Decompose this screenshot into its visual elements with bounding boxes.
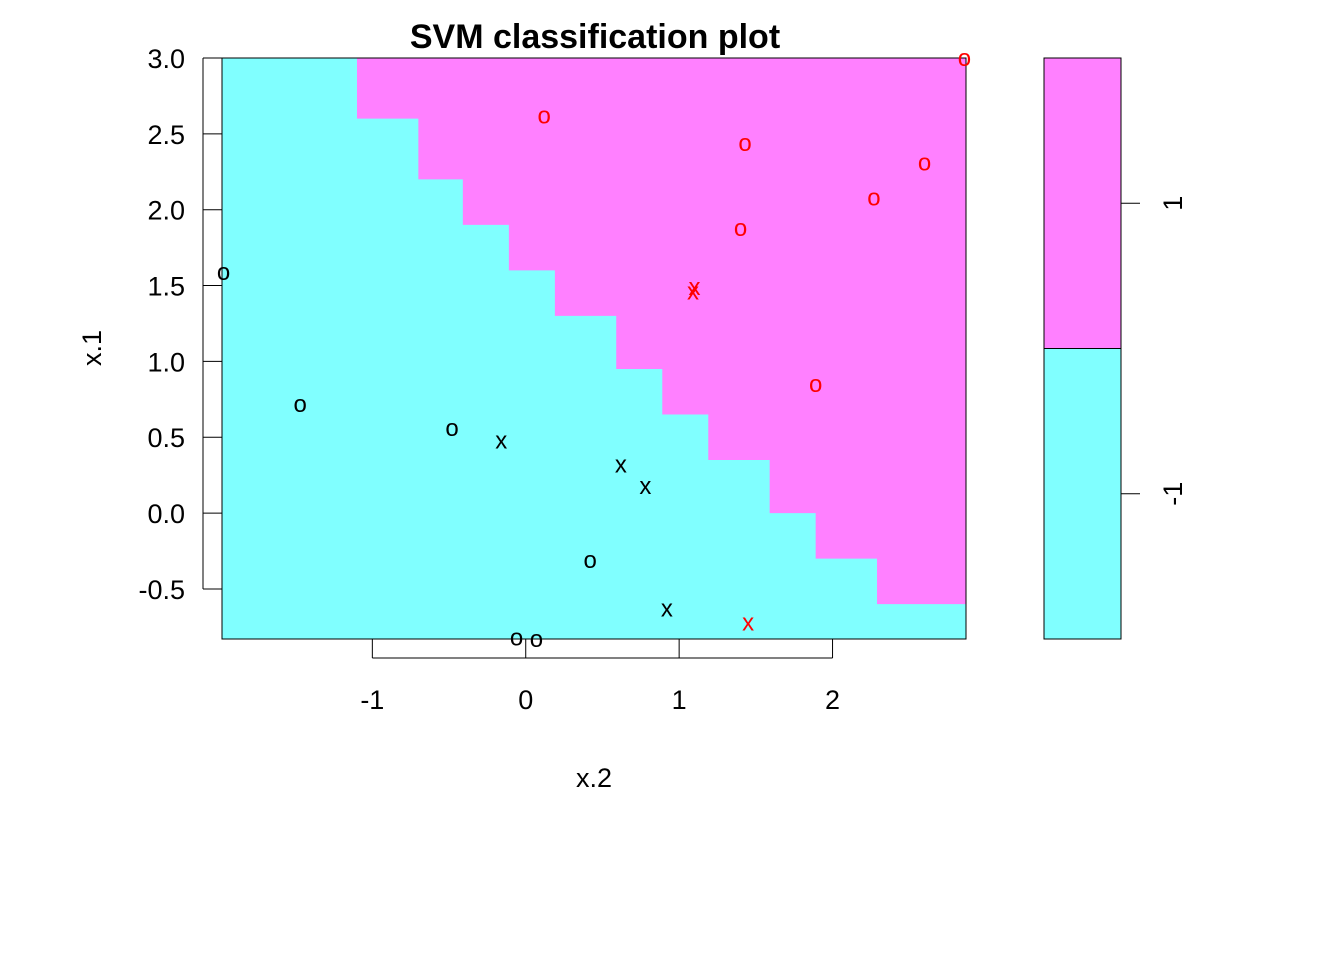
- y-tick-label: -0.5: [138, 575, 185, 605]
- data-point: x: [615, 452, 627, 479]
- plot-border: [221, 57, 967, 640]
- data-point: x: [661, 596, 673, 623]
- data-point: x: [687, 279, 699, 306]
- x-tick-label: 1: [672, 685, 687, 715]
- legend-label: -1: [1158, 482, 1188, 506]
- chart-title: SVM classification plot: [410, 18, 780, 56]
- x-axis-title: x.2: [576, 763, 612, 793]
- data-point: o: [918, 150, 931, 177]
- data-point: x: [688, 274, 700, 301]
- y-axis-title: x.1: [77, 330, 107, 366]
- y-tick-label: 2.5: [147, 120, 185, 150]
- x-tick-label: 2: [825, 685, 840, 715]
- data-point: o: [734, 215, 747, 242]
- data-point: o: [294, 391, 307, 418]
- y-tick-label: 2.0: [147, 196, 185, 226]
- y-tick-label: 1.0: [147, 347, 185, 377]
- data-point: o: [445, 415, 458, 442]
- data-point: o: [958, 45, 971, 72]
- data-point: o: [530, 626, 543, 653]
- data-point: x: [742, 609, 754, 636]
- plot-area: [221, 57, 967, 640]
- data-point: x: [639, 473, 651, 500]
- data-point: x: [495, 427, 507, 454]
- data-point: o: [867, 185, 880, 212]
- x-tick-label: -1: [360, 685, 384, 715]
- y-tick-label: 3.0: [147, 44, 185, 74]
- x-axis: -1 0 1 2: [360, 639, 840, 715]
- y-axis: -0.5 0.0 0.5 1.0 1.5 2.0 2.5 3.0: [138, 44, 222, 605]
- data-point: o: [510, 624, 523, 651]
- data-point: o: [537, 103, 550, 130]
- data-point: o: [217, 259, 230, 286]
- class-pos-1-region: [312, 58, 966, 639]
- y-tick-label: 1.5: [147, 272, 185, 302]
- data-point: o: [809, 371, 822, 398]
- legend-label: 1: [1158, 196, 1188, 211]
- y-tick-label: 0.5: [147, 423, 185, 453]
- legend-swatch: [1043, 57, 1122, 349]
- y-tick-label: 0.0: [147, 499, 185, 529]
- data-point: o: [738, 130, 751, 157]
- legend-swatch: [1043, 348, 1122, 640]
- x-tick-label: 0: [518, 685, 533, 715]
- data-point: o: [583, 547, 596, 574]
- legend-colorbar: 1 -1: [1043, 57, 1188, 640]
